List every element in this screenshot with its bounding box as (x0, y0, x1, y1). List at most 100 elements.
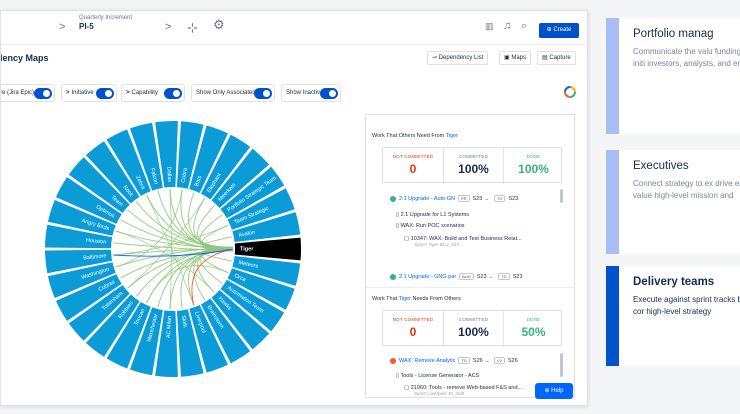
list-item[interactable]: WAX: Remove Analytic TG S26 → LV S26 (390, 357, 518, 364)
chord-segment-hawks[interactable] (211, 289, 270, 350)
list-item[interactable]: 2.1 Upgrade - GNG par BUG S23 → TG S23 (390, 273, 523, 280)
item-text: WAX: Run POC scenarios (400, 223, 465, 229)
chord-segment-manchester[interactable] (129, 307, 163, 376)
list-item[interactable]: 2.1 Upgrade - Auto GN PR S23 → TG S23 (390, 195, 518, 202)
stat-label: DONE (526, 317, 541, 322)
item-tag: TG (458, 357, 470, 364)
chord-segment-portfolio-strategic-team[interactable] (220, 166, 285, 219)
filter-initiative[interactable]: > Initiative (61, 84, 117, 102)
item-link[interactable]: 2.1 Upgrade - GNG par (399, 273, 457, 280)
chord-segment-toucan[interactable] (106, 302, 151, 369)
chord-label[interactable]: Sloth (180, 315, 188, 328)
stat-label: COMMITTED (458, 317, 489, 322)
chord-segment-angry-birds[interactable] (47, 199, 116, 236)
stat-value: 0 (409, 162, 417, 176)
item-link[interactable]: 2.1 Upgrade - Auto GN (399, 195, 455, 202)
chord-segment-optimus[interactable] (55, 177, 122, 224)
maps-button[interactable]: ▣ Maps (499, 51, 532, 65)
chord-label[interactable]: Dallas (165, 167, 172, 183)
toggle-switch[interactable] (34, 88, 52, 99)
capture-label: Capture (549, 55, 571, 61)
chord-segment-robbies[interactable] (85, 294, 140, 357)
chord-label[interactable]: Orca (233, 273, 247, 284)
list-item[interactable]: ▢ 10347: WAX: Build and Test Business Re… (404, 236, 522, 248)
chord-label[interactable]: Tiger (240, 246, 254, 252)
chord-segment-ac-milan[interactable] (155, 310, 178, 377)
filter-show-inactive[interactable]: Show Inactive (281, 84, 341, 102)
team-link[interactable]: Tiger (445, 133, 459, 139)
chord-label[interactable]: Baltimore (83, 253, 107, 261)
chord-segment-dallas[interactable] (155, 121, 178, 188)
chord-segment-brainstorm[interactable] (200, 298, 251, 364)
capture-button[interactable]: ▤ Capture (537, 51, 576, 65)
dependency-list-button[interactable]: ⊸ Dependency List (427, 51, 489, 65)
chord-link (146, 265, 229, 304)
chord-segment-houston[interactable] (45, 224, 113, 249)
stat-value: 0 (409, 325, 417, 339)
chord-segment-baltimore[interactable] (45, 249, 113, 274)
chord-segment-meerkats[interactable] (211, 148, 270, 209)
chord-label[interactable]: Bats (194, 175, 204, 188)
chord-segment-meteors[interactable] (232, 256, 301, 286)
chord-label[interactable]: Avalon (238, 230, 256, 239)
search-icon[interactable]: ⌕ (521, 20, 528, 32)
team-link[interactable]: Tiger (398, 296, 411, 302)
list-item[interactable]: ▯ 2.1 Upgrade for L1 Systems (396, 212, 469, 218)
hierarchy-icon[interactable]: ⊹ (187, 20, 198, 35)
toggle-switch[interactable] (164, 88, 182, 99)
expand-arrow-icon: > (66, 90, 70, 96)
chord-segment-sloth[interactable] (176, 309, 204, 377)
scrollbar[interactable] (560, 189, 563, 203)
filter-label: Show Only Associated (196, 90, 256, 96)
chord-segment-rock[interactable] (85, 141, 140, 204)
breadcrumb[interactable]: Quarterly Increment PI-5 (79, 15, 132, 31)
chord-segment-bats[interactable] (189, 125, 228, 194)
list-item[interactable]: ▯ Tools - License Generator - ACS (396, 373, 479, 379)
chord-segment-elephant[interactable] (200, 134, 251, 200)
filter-label: Show Inactive (286, 90, 324, 96)
help-button[interactable]: ⊕ Help (535, 383, 573, 399)
subtask-icon: ▢ (404, 236, 410, 242)
chord-segment-team[interactable] (68, 157, 130, 213)
item-link[interactable]: WAX: Remove Analytic (399, 357, 456, 364)
filter-show-only-associated[interactable]: Show Only Associated (191, 84, 275, 102)
create-label: Create (553, 27, 572, 33)
gears-icon[interactable]: ⚙ (213, 17, 225, 32)
trash-icon[interactable]: ▥ (485, 21, 494, 31)
chord-segment-tottenham[interactable] (68, 285, 130, 341)
chord-label[interactable]: Meteors (238, 260, 259, 270)
chord-label[interactable]: Cobra (181, 167, 189, 184)
chord-segment-cobra[interactable] (176, 121, 204, 189)
list-item[interactable]: ▢ 21060: Tools - remove Web-based F&S an… (404, 385, 522, 397)
stat-value: 100% (518, 162, 549, 176)
chord-segment-washington[interactable] (47, 262, 116, 299)
scrollbar[interactable] (560, 353, 563, 377)
chord-segment-zebra[interactable] (106, 129, 151, 196)
chord-segment-liverpool[interactable] (189, 304, 228, 373)
chord-segment-cobras[interactable] (55, 274, 122, 321)
create-button[interactable]: ⊕ Create (539, 23, 579, 38)
bell-icon[interactable]: ♫ (503, 20, 512, 32)
dependency-chord-diagram[interactable]: Zebra Falcon Dallas Cobra Bats ElephantMeerka… (1, 111, 351, 406)
chord-segment-orca[interactable] (227, 268, 295, 310)
chord-segment-team-strategic[interactable] (227, 188, 295, 230)
chord-label[interactable]: Houston (86, 238, 107, 246)
chord-label[interactable]: Falcon (149, 168, 159, 185)
toggle-switch[interactable] (96, 88, 114, 99)
section-title-text: Work That Others Need From (372, 133, 445, 139)
expand-arrow-icon: > (126, 90, 130, 96)
toggle-switch[interactable] (254, 88, 272, 99)
chord-segment-tiger[interactable] (234, 237, 301, 261)
chord-label[interactable]: AC Milan (166, 316, 173, 339)
chord-segment-avalon[interactable] (232, 212, 301, 242)
top-bar: > Quarterly Increment PI-5 > ⊹ ⚙ ▥ ♫ ⌕ ⊕… (1, 11, 587, 45)
chord-segment-automation-team[interactable] (220, 279, 285, 332)
stat-label: NOT COMMITTED (392, 317, 434, 322)
toggle-switch[interactable] (320, 88, 338, 99)
list-item[interactable]: ▯ WAX: Run POC scenarios (396, 223, 465, 229)
filter-capability[interactable]: > Capability (121, 84, 185, 102)
stat-label: DONE (526, 154, 541, 159)
chord-segment-falcon[interactable] (129, 122, 163, 191)
filter-feature[interactable]: re (Jira Epic) (1, 84, 55, 102)
loading-spinner-icon[interactable] (563, 85, 577, 99)
